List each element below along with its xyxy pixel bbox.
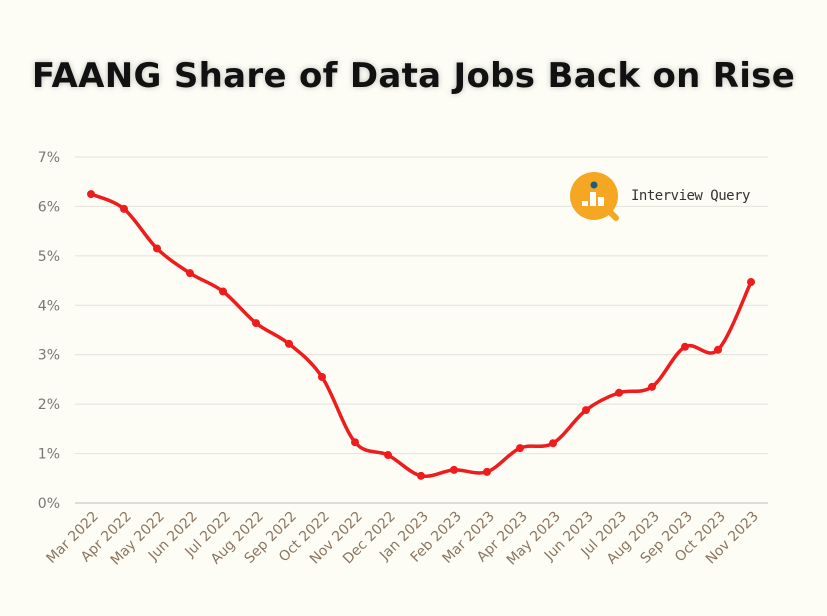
data-point — [582, 406, 590, 415]
data-point — [318, 372, 326, 381]
data-point — [384, 451, 392, 460]
y-tick-label: 0% — [38, 496, 60, 512]
data-point — [714, 345, 722, 354]
data-point — [417, 471, 425, 480]
data-point — [681, 342, 689, 351]
y-tick-label: 6% — [38, 199, 60, 215]
data-point — [87, 190, 95, 199]
data-point — [615, 388, 623, 397]
y-tick-label: 2% — [38, 397, 60, 413]
data-point — [186, 269, 194, 278]
data-point — [219, 287, 227, 296]
y-tick-label: 1% — [38, 447, 60, 463]
data-point — [153, 244, 161, 253]
y-tick-label: 5% — [38, 249, 60, 265]
interview-query-logo: Interview Query — [568, 170, 768, 230]
data-point — [285, 339, 293, 348]
data-point — [252, 319, 260, 328]
data-point — [351, 438, 359, 447]
data-point — [747, 278, 755, 287]
data-point — [516, 444, 524, 453]
data-point — [549, 439, 557, 448]
y-tick-label: 7% — [38, 150, 60, 166]
data-point — [483, 467, 491, 476]
logo-text: Interview Query — [631, 188, 750, 204]
y-tick-label: 3% — [38, 348, 60, 364]
logo-icon — [570, 172, 619, 221]
data-point — [120, 204, 128, 213]
chart-title: FAANG Share of Data Jobs Back on Rise — [31, 56, 796, 96]
series-line — [90, 192, 753, 479]
data-point — [648, 382, 656, 391]
data-point — [450, 465, 458, 474]
y-tick-label: 4% — [38, 298, 60, 314]
